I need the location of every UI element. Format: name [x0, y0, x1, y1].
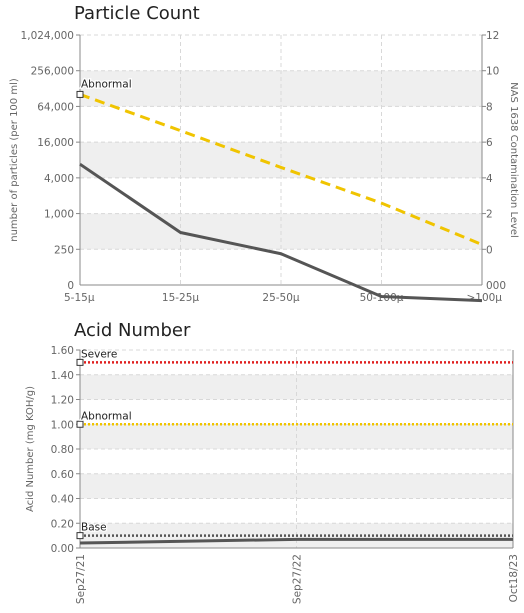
y2-axis-title: NAS 1638 Contamination Level [508, 82, 519, 238]
y-tick-label: 1.60 [51, 345, 74, 357]
x-tick-label: 15-25μ [162, 292, 200, 304]
x-tick-label: 5-15μ [64, 292, 95, 304]
y2-tick-label-bottom: 000 [486, 280, 506, 292]
threshold-label-severe: Severe [81, 348, 117, 360]
x-tick-label: 25-50μ [262, 292, 300, 304]
abnormal-marker [76, 90, 84, 98]
abnormal-threshold-line [79, 93, 483, 246]
particle-count-chart: 1,024,000256,00064,00016,0004,0001,00025… [9, 30, 519, 304]
threshold-marker-severe [76, 358, 84, 366]
threshold-marker-abnormal [76, 420, 84, 428]
y-tick-label: 64,000 [37, 101, 74, 113]
y2-tick-label: 10 [486, 66, 499, 78]
y-tick-label: 0.40 [51, 494, 74, 506]
x-tick-label: Oct18/23 [508, 554, 520, 602]
y2-tick-label: 2 [486, 209, 493, 221]
y-tick-label: 1.40 [51, 370, 74, 382]
y2-tick-label: 8 [486, 101, 493, 113]
y-axis-title: number of particles (per 100 ml) [9, 78, 20, 242]
particle-count-title: Particle Count [74, 3, 200, 24]
y-tick-label: 1.00 [51, 419, 74, 431]
y-tick-label: 0.20 [51, 518, 74, 530]
acid-number-line [79, 537, 513, 545]
particle-count-line [79, 162, 483, 303]
y-tick-label: 4,000 [44, 173, 74, 185]
y-tick-label: 0.00 [51, 543, 74, 555]
y-tick-label: 1,024,000 [21, 30, 74, 42]
abnormal-label: Abnormal [81, 78, 132, 90]
y-tick-label: 250 [54, 244, 74, 256]
threshold-marker-base [76, 532, 84, 540]
acid-number-chart: 1.60 1.40 1.20 1.00 0.80 0.60 0.40 0.20 0.00 Acid… [25, 345, 520, 604]
y-tick-label-bottom: 0 [67, 280, 74, 292]
x-tick-label: Sep27/21 [75, 554, 87, 604]
y-tick-label: 1.20 [51, 395, 74, 407]
x-tick-label: Sep27/22 [292, 554, 304, 604]
y-axis-title: Acid Number (mg KOH/g) [25, 386, 36, 512]
y-tick-label: 0.80 [51, 444, 74, 456]
y-tick-label: 256,000 [31, 66, 74, 78]
y-tick-label: 16,000 [37, 137, 74, 149]
y2-tick-label: 4 [486, 173, 493, 185]
y2-tick-label: 12 [486, 30, 499, 42]
threshold-label-base: Base [81, 522, 107, 534]
y-tick-label: 1,000 [44, 209, 74, 221]
y-tick-label: 0.60 [51, 469, 74, 481]
x-tick-label: >100μ [466, 292, 502, 304]
y2-tick-label: 6 [486, 137, 493, 149]
y2-tick-label: 0 [486, 244, 493, 256]
acid-number-title: Acid Number [74, 320, 191, 341]
threshold-label-abnormal: Abnormal [81, 410, 132, 422]
